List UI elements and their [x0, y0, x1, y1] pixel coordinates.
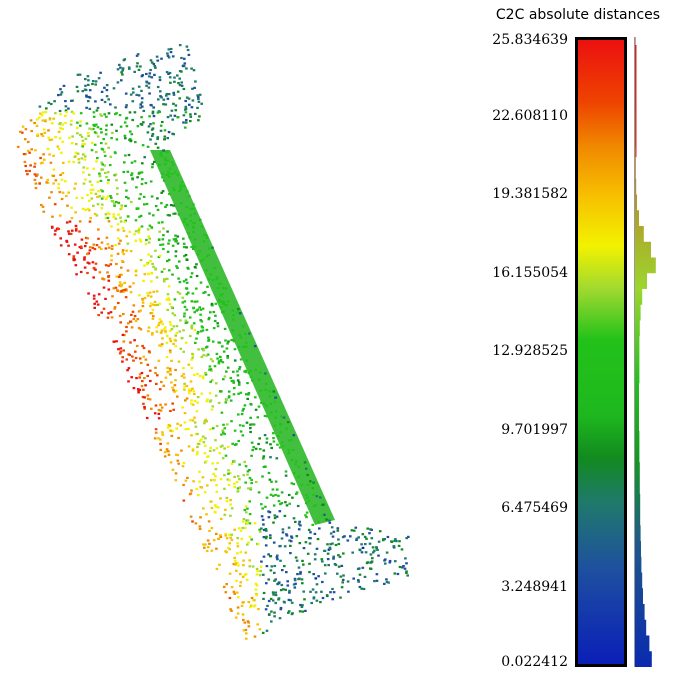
point-cloud[interactable] [0, 0, 470, 673]
scale-tick-label: 12.928525 [492, 343, 568, 359]
histogram-shape [635, 37, 656, 667]
scale-tick-label: 19.381582 [492, 186, 568, 202]
scale-tick-label: 25.834639 [492, 32, 568, 48]
scale-title: C2C absolute distances [495, 7, 661, 23]
scale-tick-label: 22.608110 [492, 107, 568, 124]
scale-tick-label: 6.475469 [501, 500, 568, 516]
distance-histogram [634, 37, 656, 667]
scale-tick-label: 16.155054 [492, 264, 568, 281]
scale-tick-label: 9.701997 [501, 421, 568, 438]
color-scale-bar [575, 37, 627, 667]
cloud-ridge [150, 150, 335, 525]
scale-tick-label: 3.248941 [501, 578, 568, 595]
scale-tick-label: 0.022412 [501, 654, 568, 670]
